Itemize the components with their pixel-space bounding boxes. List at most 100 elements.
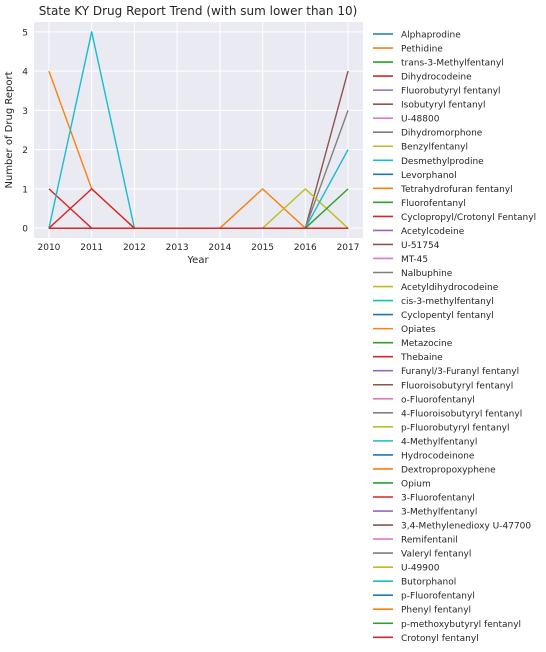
x-tick-label: 2013 (166, 243, 189, 253)
legend-item: Dihydrocodeine (373, 73, 472, 83)
y-tick-label: 3 (22, 107, 28, 117)
y-tick-label: 5 (22, 28, 28, 38)
legend-label: Acetylcodeine (401, 227, 465, 237)
legend-label: Dihydrocodeine (401, 73, 472, 83)
legend-label: Tetrahydrofuran fentanyl (400, 185, 513, 195)
legend-item: Levorphanol (373, 171, 457, 181)
chart-title: State KY Drug Report Trend (with sum low… (39, 4, 358, 18)
y-axis-label: Number of Drug Report (4, 71, 15, 188)
y-tick-label: 4 (22, 68, 28, 78)
legend-label: Crotonyl fentanyl (401, 634, 479, 644)
legend-item: Butorphanol (373, 578, 456, 588)
legend-label: Hydrocodeinone (401, 451, 475, 461)
legend-item: p-Fluorofentanyl (373, 592, 475, 602)
legend-item: Phenyl fentanyl (373, 606, 471, 616)
legend-label: 3,4-Methylenedioxy U-47700 (401, 522, 531, 532)
legend-item: Valeryl fentanyl (373, 550, 471, 560)
legend-label: cis-3-methylfentanyl (401, 297, 494, 307)
legend-label: Opium (401, 479, 431, 489)
legend-item: Nalbuphine (373, 269, 453, 279)
legend-item: Fluorobutyryl fentanyl (373, 87, 501, 97)
legend-item: 3-Fluorofentanyl (373, 493, 475, 503)
legend-item: Acetylcodeine (373, 227, 465, 237)
y-tick-label: 0 (22, 225, 28, 235)
legend-item: MT-45 (373, 255, 428, 265)
x-axis-label: Year (186, 255, 209, 266)
legend-label: U-49900 (401, 564, 440, 574)
legend-item: Isobutyryl fentanyl (373, 101, 486, 111)
legend-item: Acetyldihydrocodeine (373, 283, 499, 293)
legend-label: Levorphanol (401, 171, 457, 181)
legend-label: trans-3-Methylfentanyl (401, 59, 504, 69)
legend-item: Alphaprodine (373, 31, 461, 41)
legend-item: U-51754 (373, 241, 440, 251)
legend-label: Nalbuphine (401, 269, 453, 279)
y-tick-label: 1 (22, 185, 28, 195)
legend-item: Fluoroisobutyryl fentanyl (373, 381, 513, 391)
x-tick-label: 2010 (38, 243, 61, 253)
legend-label: Phenyl fentanyl (401, 606, 471, 616)
legend-label: Opiates (401, 325, 436, 335)
legend-item: p-Fluorobutyryl fentanyl (373, 423, 510, 433)
legend-item: Desmethylprodine (373, 157, 484, 167)
legend-item: Hydrocodeinone (373, 451, 475, 461)
legend-label: p-Fluorofentanyl (401, 592, 475, 602)
legend-item: Dihydromorphone (373, 129, 483, 139)
y-tick-labels: 0 1 2 3 4 5 (22, 28, 28, 234)
legend-item: o-Fluorofentanyl (373, 395, 475, 405)
legend-item: Thebaine (373, 353, 443, 363)
legend-item: Opiates (373, 325, 436, 335)
legend-label: Fluoroisobutyryl fentanyl (401, 381, 513, 391)
legend-item: Dextropropoxyphene (373, 465, 496, 475)
legend-label: Pethidine (401, 45, 443, 55)
series-lines (48, 31, 349, 229)
legend-label: Fluorobutyryl fentanyl (401, 87, 501, 97)
legend-label: Cyclopropyl/Crotonyl Fentanyl (401, 213, 536, 223)
x-tick-label: 2011 (80, 243, 103, 253)
legend-label: MT-45 (401, 255, 428, 265)
legend-label: 4-Methylfentanyl (401, 437, 477, 447)
legend-label: Metazocine (401, 339, 453, 349)
legend-item: 4-Fluoroisobutyryl fentanyl (373, 409, 522, 419)
legend-label: o-Fluorofentanyl (401, 395, 475, 405)
legend-item: Tetrahydrofuran fentanyl (373, 185, 513, 195)
x-tick-label: 2015 (251, 243, 274, 253)
legend-label: Acetyldihydrocodeine (401, 283, 499, 293)
legend-label: 3-Methylfentanyl (401, 508, 477, 518)
legend-item: Opium (373, 479, 431, 489)
legend-item: 4-Methylfentanyl (373, 437, 477, 447)
y-tick-label: 2 (22, 146, 28, 156)
legend-label: Remifentanil (401, 536, 458, 546)
legend-label: Fluorofentanyl (401, 199, 466, 209)
legend-label: Furanyl/3-Furanyl fentanyl (401, 367, 519, 377)
legend-label: U-48800 (401, 115, 440, 125)
legend-item: U-48800 (373, 115, 440, 125)
legend-label: p-Fluorobutyryl fentanyl (401, 423, 510, 433)
legend: Alphaprodine Pethidine trans-3-Methylfenta… (373, 31, 536, 644)
legend-item: 3-Methylfentanyl (373, 508, 477, 518)
legend-label: Dihydromorphone (401, 129, 483, 139)
x-tick-label: 2016 (294, 243, 317, 253)
legend-item: Crotonyl fentanyl (373, 634, 479, 644)
legend-item: Pethidine (373, 45, 443, 55)
legend-item: Cyclopropyl/Crotonyl Fentanyl (373, 213, 536, 223)
legend-item: Furanyl/3-Furanyl fentanyl (373, 367, 519, 377)
legend-label: Alphaprodine (401, 31, 461, 41)
legend-label: Isobutyryl fentanyl (401, 101, 486, 111)
legend-item: Cyclopentyl fentanyl (373, 311, 494, 321)
x-tick-label: 2017 (337, 243, 360, 253)
legend-label: 4-Fluoroisobutyryl fentanyl (401, 409, 522, 419)
legend-label: Thebaine (400, 353, 443, 363)
legend-item: Remifentanil (373, 536, 458, 546)
x-tick-label: 2014 (208, 243, 231, 253)
legend-label: Benzylfentanyl (401, 143, 468, 153)
legend-label: Cyclopentyl fentanyl (401, 311, 494, 321)
legend-item: U-49900 (373, 564, 440, 574)
legend-label: Butorphanol (401, 578, 456, 588)
legend-item: 3,4-Methylenedioxy U-47700 (373, 522, 531, 532)
legend-label: Dextropropoxyphene (401, 465, 496, 475)
plot-area (34, 22, 363, 238)
legend-item: Metazocine (373, 339, 453, 349)
legend-label: U-51754 (401, 241, 440, 251)
